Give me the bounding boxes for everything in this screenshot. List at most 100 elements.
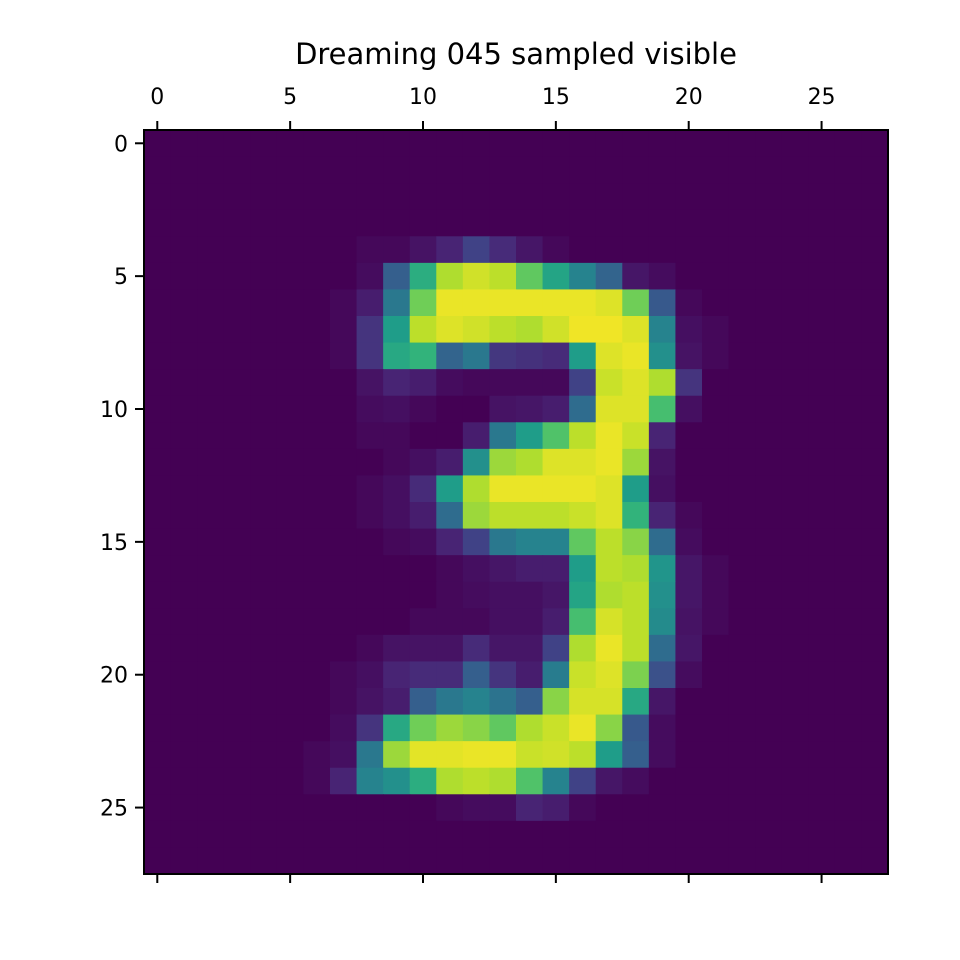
heatmap-cell — [356, 794, 384, 822]
heatmap-cell — [170, 714, 198, 742]
heatmap-cell — [223, 794, 251, 822]
heatmap-cell — [755, 262, 783, 291]
heatmap-cell — [197, 555, 225, 583]
heatmap-cell — [356, 183, 384, 211]
heatmap-cell — [462, 714, 491, 742]
heatmap-cell — [170, 422, 198, 450]
heatmap-cell — [409, 502, 437, 530]
heatmap-cell — [409, 316, 437, 344]
heatmap-cell — [462, 661, 491, 689]
heatmap-cell — [542, 528, 570, 556]
heatmap-cell — [409, 209, 437, 237]
heatmap-cell — [330, 183, 358, 211]
heatmap-cell — [728, 422, 756, 450]
heatmap-cell — [276, 741, 305, 769]
heatmap-cell — [223, 342, 251, 370]
heatmap-cell — [755, 342, 783, 370]
heatmap-cell — [276, 581, 305, 609]
heatmap-cell — [356, 555, 384, 583]
heatmap-cell — [144, 528, 172, 556]
heatmap-cell — [409, 794, 437, 822]
heatmap-cell — [648, 316, 677, 344]
heatmap-cell — [330, 342, 358, 370]
heatmap-cell — [409, 475, 437, 503]
heatmap-cell — [834, 688, 863, 716]
heatmap-cell — [223, 820, 251, 849]
heatmap-cell — [808, 475, 836, 503]
heatmap-cell — [462, 183, 491, 211]
heatmap-cell — [462, 236, 491, 264]
heatmap-cell — [170, 289, 198, 317]
heatmap-cell — [755, 581, 783, 609]
heatmap-cell — [383, 342, 411, 370]
heatmap-cell — [648, 369, 677, 397]
heatmap-cell — [755, 634, 783, 663]
heatmap-cell — [303, 767, 331, 795]
heatmap-cell — [569, 714, 597, 742]
heatmap-cell — [861, 555, 889, 583]
heatmap-cell — [595, 555, 623, 583]
heatmap-cell — [383, 634, 411, 663]
heatmap-cell — [648, 741, 677, 769]
heatmap-cell — [436, 342, 464, 370]
heatmap-cell — [755, 794, 783, 822]
heatmap-cell — [569, 183, 597, 211]
heatmap-cell — [144, 475, 172, 503]
heatmap-cell — [409, 714, 437, 742]
heatmap-cell — [144, 555, 172, 583]
heatmap-cell — [808, 608, 836, 636]
heatmap-cell — [675, 130, 703, 158]
heatmap-cell — [569, 395, 597, 423]
heatmap-cell — [755, 448, 783, 477]
heatmap-cell — [356, 289, 384, 317]
heatmap-cell — [622, 316, 650, 344]
heatmap-cell — [276, 262, 305, 291]
heatmap-cell — [834, 262, 863, 291]
heatmap-cell — [834, 475, 863, 503]
heatmap-cell — [462, 847, 491, 875]
heatmap-cell — [542, 316, 570, 344]
heatmap-cell — [569, 422, 597, 450]
heatmap-cell — [675, 475, 703, 503]
heatmap-cell — [622, 209, 650, 237]
heatmap-cell — [383, 156, 411, 184]
heatmap-cell — [516, 369, 544, 397]
heatmap-cell — [197, 502, 225, 530]
heatmap-cell — [170, 342, 198, 370]
heatmap-cell — [861, 847, 889, 875]
heatmap-cell — [356, 130, 384, 158]
heatmap-cell — [303, 262, 331, 291]
heatmap-cell — [436, 262, 464, 291]
heatmap-cell — [303, 316, 331, 344]
heatmap-cell — [808, 395, 836, 423]
heatmap-cell — [569, 130, 597, 158]
heatmap-cell — [755, 555, 783, 583]
heatmap-cell — [648, 847, 677, 875]
heatmap-cell — [409, 741, 437, 769]
heatmap-cell — [728, 741, 756, 769]
heatmap-cell — [622, 502, 650, 530]
heatmap-cell — [622, 794, 650, 822]
heatmap-cell — [755, 369, 783, 397]
heatmap-cell — [144, 316, 172, 344]
heatmap-cell — [223, 130, 251, 158]
heatmap-cell — [356, 209, 384, 237]
heatmap-cell — [223, 209, 251, 237]
heatmap-cell — [436, 369, 464, 397]
heatmap-cell — [462, 555, 491, 583]
heatmap-cell — [728, 634, 756, 663]
heatmap-cell — [170, 130, 198, 158]
heatmap-cell — [436, 634, 464, 663]
heatmap-cell — [675, 183, 703, 211]
heatmap-cell — [489, 820, 517, 849]
heatmap-cell — [462, 156, 491, 184]
heatmap-cell — [170, 183, 198, 211]
heatmap-cell — [702, 448, 730, 477]
heatmap-cell — [170, 767, 198, 795]
heatmap-cell — [356, 608, 384, 636]
heatmap-cell — [755, 714, 783, 742]
heatmap-cell — [250, 475, 278, 503]
heatmap-cell — [303, 156, 331, 184]
heatmap-cell — [781, 820, 809, 849]
heatmap-cell — [489, 847, 517, 875]
